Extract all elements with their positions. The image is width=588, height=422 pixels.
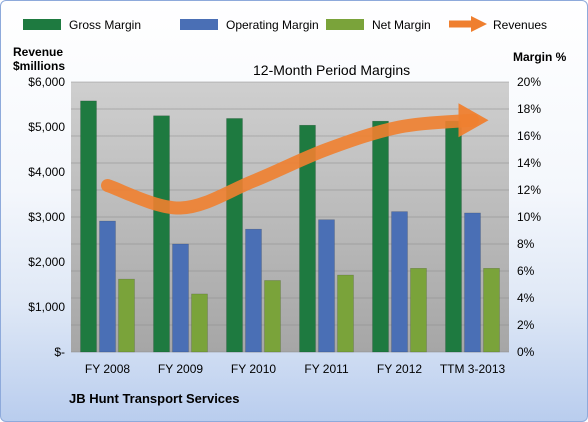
bar-gross-margin xyxy=(80,100,97,353)
y-right-tick-label: 4% xyxy=(517,291,535,305)
y-left-ticks: $- $1,000 $2,000 $3,000 $4,000 $5,000 $6,000 xyxy=(28,75,65,359)
y-left-label-line2: $millions xyxy=(13,59,65,73)
bar-gross-margin xyxy=(153,115,170,353)
y-left-tick-label: $4,000 xyxy=(28,165,65,179)
y-right-tick-label: 10% xyxy=(517,210,541,224)
legend-swatch-revenues xyxy=(449,16,487,32)
y-right-tick-label: 12% xyxy=(517,183,541,197)
bars xyxy=(80,100,500,353)
y-left-tick-label: $5,000 xyxy=(28,120,65,134)
bar-net-margin xyxy=(118,278,135,353)
y-left-tick-label: $2,000 xyxy=(28,255,65,269)
x-tick-label: FY 2010 xyxy=(231,362,276,376)
bar-net-margin xyxy=(483,268,500,353)
chart-title: 12-Month Period Margins xyxy=(253,62,410,78)
y-left-tick-label: $6,000 xyxy=(28,75,65,89)
bar-net-margin xyxy=(410,268,427,353)
y-right-tick-label: 14% xyxy=(517,156,541,170)
revenue-line xyxy=(101,113,479,215)
y-right-tick-label: 16% xyxy=(517,129,541,143)
y-right-tick-label: 0% xyxy=(517,345,535,359)
y-right-tick-label: 2% xyxy=(517,318,535,332)
bar-net-margin xyxy=(191,293,208,353)
legend-swatch-operating-margin xyxy=(180,19,218,30)
y-right-tick-label: 18% xyxy=(517,102,541,116)
bar-gross-margin xyxy=(299,124,316,353)
y-left-tick-label: $3,000 xyxy=(28,210,65,224)
legend-label-net-margin: Net Margin xyxy=(372,18,431,32)
y-right-label: Margin % xyxy=(513,50,567,64)
revenue-line-layer xyxy=(101,103,489,215)
y-right-tick-label: 8% xyxy=(517,237,535,251)
y-right-tick-label: 20% xyxy=(517,75,541,89)
bar-gross-margin xyxy=(372,120,389,353)
y-left-tick-label: $1,000 xyxy=(28,300,65,314)
legend: Gross Margin Operating Margin Net Margin… xyxy=(23,16,547,32)
bar-gross-margin xyxy=(226,118,243,353)
y-left-tick-label: $- xyxy=(54,345,65,359)
y-right-tick-label: 6% xyxy=(517,264,535,278)
x-tick-label: TTM 3-2013 xyxy=(440,362,506,376)
gridlines xyxy=(71,81,509,353)
bar-operating-margin xyxy=(99,220,116,353)
bar-operating-margin xyxy=(391,211,408,353)
bar-operating-margin xyxy=(172,243,189,353)
legend-label-operating-margin: Operating Margin xyxy=(226,18,319,32)
revenue-arrowhead xyxy=(458,103,489,138)
x-tick-label: FY 2011 xyxy=(304,362,349,376)
x-tick-label: FY 2008 xyxy=(85,362,130,376)
bar-net-margin xyxy=(264,280,281,353)
company-name: JB Hunt Transport Services xyxy=(69,391,240,406)
bar-net-margin xyxy=(337,274,354,353)
bar-operating-margin xyxy=(318,219,335,353)
legend-swatch-gross-margin xyxy=(23,19,61,30)
x-tick-label: FY 2012 xyxy=(377,362,422,376)
bar-operating-margin xyxy=(245,228,262,353)
y-left-label-line1: Revenue xyxy=(13,45,63,59)
x-ticks: FY 2008 FY 2009 FY 2010 FY 2011 FY 2012 TTM 3… xyxy=(85,362,506,376)
legend-swatch-net-margin xyxy=(326,19,364,30)
legend-label-revenues: Revenues xyxy=(493,18,547,32)
legend-label-gross-margin: Gross Margin xyxy=(69,18,141,32)
x-tick-label: FY 2009 xyxy=(158,362,203,376)
bar-operating-margin xyxy=(464,212,481,353)
y-right-ticks: 0% 2% 4% 6% 8% 10% 12% 14% 16% 18% 20% xyxy=(517,75,541,359)
bar-gross-margin xyxy=(445,120,462,353)
